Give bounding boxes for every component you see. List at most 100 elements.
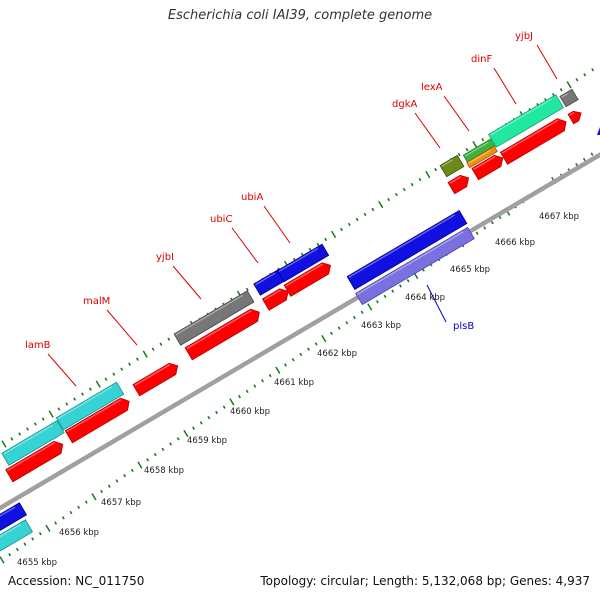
kbp-label: 4661 kbp [274, 378, 314, 388]
gene-label-lexA[interactable]: lexA [421, 82, 443, 93]
kbp-label: 4656 kbp [59, 528, 99, 538]
outer-track-major-tick [378, 200, 384, 209]
inner-track-dot [123, 473, 127, 478]
inner-track-major-tick [0, 556, 5, 564]
outer-track-dot [81, 392, 84, 396]
leader-line-plsB [426, 284, 447, 323]
gene-label-ubiC[interactable]: ubiC [210, 214, 232, 225]
gene-box-plsB-2 [355, 226, 475, 306]
inner-track-dot [330, 331, 333, 336]
outer-track-dot [575, 78, 579, 82]
outer-track-dot [65, 402, 69, 406]
inner-track-dot [199, 421, 203, 425]
inner-track-dot [291, 358, 295, 362]
outer-track-dot [57, 407, 61, 411]
leader-line-dgkA [414, 112, 441, 149]
inner-track-dot [268, 373, 272, 378]
gene-label-yjbI[interactable]: yjbI [156, 252, 174, 263]
outer-track-dot [73, 397, 77, 401]
gene-label-dgkA[interactable]: dgkA [392, 99, 417, 110]
outer-track-dot [308, 247, 312, 252]
inner-track-dot [261, 379, 264, 383]
outer-track-dot [324, 237, 328, 242]
cds-arrow [447, 174, 470, 195]
genome-summary: Topology: circular; Length: 5,132,068 bp… [260, 574, 590, 588]
inner-track-major-tick [183, 429, 189, 438]
gene-box-lamB [1, 420, 65, 466]
gene-label-yjbJ[interactable]: yjbJ [515, 31, 533, 42]
cds-arrow [64, 397, 130, 444]
gene-label-ubiA[interactable]: ubiA [241, 192, 263, 203]
kbp-label: 4662 kbp [317, 349, 357, 359]
inner-track-major-tick [45, 524, 51, 533]
gene-box-plsB [346, 209, 468, 291]
inner-track-dot [314, 342, 318, 346]
outer-track-dot [394, 192, 398, 197]
inner-track-dot [222, 405, 226, 409]
gene-label-plsB[interactable]: plsB [453, 321, 474, 332]
outer-track-major-tick [48, 410, 54, 418]
outer-track-dot [26, 427, 29, 431]
gene-label-malM[interactable]: malM [83, 296, 110, 307]
cds-arrow [261, 288, 289, 311]
inner-track-dot [130, 468, 134, 473]
outer-track-dot [591, 68, 595, 72]
inner-track-dot [238, 394, 241, 399]
outer-track-major-tick [425, 170, 431, 179]
map-title: Escherichia coli IAI39, complete genome [167, 8, 433, 23]
outer-track-major-tick [331, 230, 337, 239]
inner-track-dot [406, 278, 410, 283]
inner-track-dot [192, 426, 196, 430]
inner-track-dot [169, 442, 173, 446]
outer-track-dot [418, 177, 422, 182]
inner-track-dot [490, 220, 494, 225]
inner-track-dot [398, 284, 402, 288]
cds-arrow [471, 154, 504, 181]
outer-track-dot [465, 147, 469, 152]
outer-track-dot [120, 367, 124, 371]
outer-track-major-tick [1, 440, 7, 448]
inner-track-dot [307, 347, 310, 351]
outer-tick-track [1, 68, 595, 448]
inner-tick-track [0, 152, 594, 564]
outer-track-dot [33, 422, 37, 426]
inner-track-dot [207, 415, 211, 420]
outer-track-dot [41, 417, 45, 421]
outer-track-dot [387, 197, 391, 202]
inner-track-dot [69, 510, 73, 515]
inner-track-dot [115, 479, 119, 483]
outer-track-dot [559, 88, 563, 92]
gene-box-dgkA [439, 154, 465, 178]
outer-track-major-tick [142, 350, 148, 358]
leader-line-ubiA [263, 205, 291, 244]
cds-arrow [567, 110, 582, 125]
gene-box-fragment [0, 502, 28, 538]
outer-track-dot [340, 227, 343, 232]
inner-track-dot [215, 410, 218, 415]
inner-track-major-tick [137, 461, 143, 469]
cds-arrow [283, 262, 332, 297]
outer-track-dot [434, 167, 438, 172]
outer-track-dot [18, 432, 22, 436]
outer-track-dot [355, 217, 359, 222]
inner-track-dot [31, 537, 35, 541]
inner-track-dot [15, 547, 19, 552]
outer-track-dot [371, 207, 375, 212]
kbp-label: 4666 kbp [495, 238, 535, 248]
outer-track-dot [151, 347, 155, 351]
inner-track-dot [61, 516, 65, 520]
outer-track-dot [402, 187, 406, 192]
cds-arrow [184, 308, 260, 361]
edge-feature-arrow [597, 127, 600, 135]
inner-track-dot [345, 321, 349, 325]
outer-track-dot [583, 73, 587, 77]
gene-label-dinF[interactable]: dinF [471, 54, 492, 65]
inner-track-dot [383, 294, 387, 299]
genome-backbone [0, 152, 600, 511]
cds-arrow [499, 118, 567, 165]
inner-track-major-tick [91, 493, 97, 501]
inner-track-dot [77, 505, 81, 509]
inner-track-major-tick [275, 366, 281, 374]
gene-label-lamB[interactable]: lamB [25, 340, 51, 351]
